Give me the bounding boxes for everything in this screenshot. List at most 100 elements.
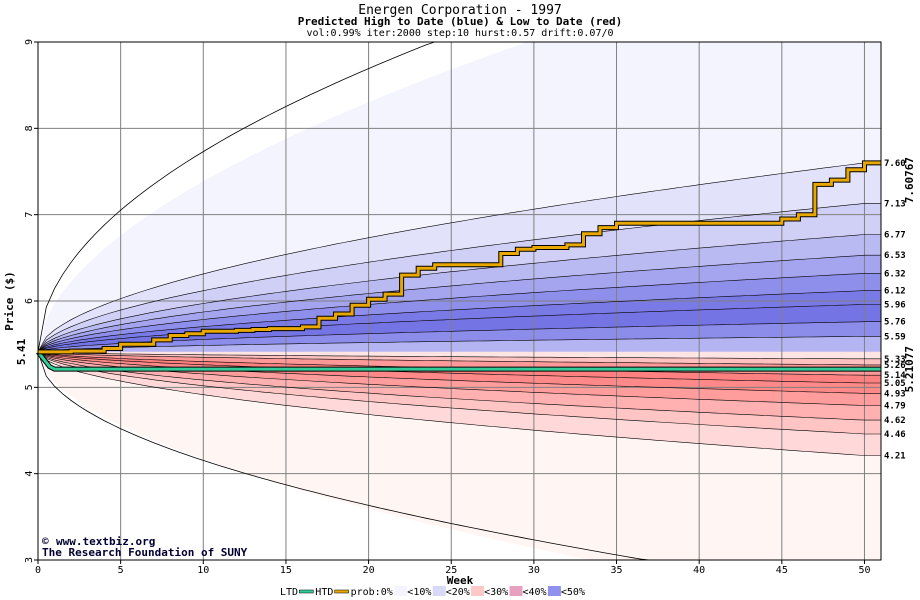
high-band [38, 203, 881, 352]
legend-prob-swatch [509, 586, 523, 596]
legend-prob-swatch [547, 586, 561, 596]
low-quantile-line [37, 351, 881, 360]
x-tick-label: 25 [445, 565, 457, 576]
x-tick-label: 0 [35, 565, 41, 576]
copyright-icon: © [42, 535, 49, 548]
low-quantile-line [37, 351, 881, 406]
quantile-value-label: 6.77 [884, 231, 906, 241]
y-tick-label: 8 [24, 125, 35, 131]
quantile-value-label: 6.32 [884, 269, 906, 279]
legend-prob-swatch [394, 586, 408, 596]
x-tick-label: 45 [776, 565, 788, 576]
legend-prob-item: <20% [446, 587, 470, 598]
high-quantile-line [37, 336, 881, 353]
x-tick-label: 30 [528, 565, 540, 576]
low-band [38, 351, 881, 359]
legend-prob-item: <50% [561, 587, 585, 598]
high-band [38, 255, 881, 352]
quantile-value-label: 6.53 [884, 251, 906, 261]
low-band [38, 351, 881, 365]
y-tick-label: 6 [24, 298, 35, 304]
credit-org: The Research Foundation of SUNY [42, 546, 248, 559]
quantile-value-label: 4.46 [884, 430, 906, 440]
low-band [38, 351, 881, 456]
high-quantile-line [37, 162, 881, 353]
legend-prob-swatch [432, 586, 446, 596]
high-quantile-line [37, 203, 881, 353]
quantile-value-label: 5.33 [884, 355, 906, 365]
high-quantile-line [37, 273, 881, 353]
chart-title: Energen Corporation - 1997 [358, 3, 562, 18]
x-axis-ticks: 0 5 10 15 20 25 30 35 40 45 50 [35, 560, 870, 576]
y-tick-label: 9 [24, 39, 35, 45]
quantile-value-label: 5.14 [884, 371, 906, 381]
high-quantile-line [37, 234, 881, 353]
legend-htd-swatch [334, 589, 349, 594]
quantile-value-label: 4.62 [884, 416, 906, 426]
high-band [38, 304, 881, 352]
high-band [38, 42, 881, 352]
quantile-value-label: 5.26 [884, 361, 906, 371]
start-price-label: 5.41 [15, 338, 28, 365]
x-tick-label: 50 [858, 565, 870, 576]
x-tick-label: 20 [363, 565, 375, 576]
end-high-label: 7.60767 [903, 157, 916, 203]
legend-prob-item: <40% [523, 587, 547, 598]
quantile-value-label: 7.13 [884, 199, 906, 209]
low-quantile-line [37, 351, 881, 384]
price-paths [36, 160, 881, 372]
y-tick-label: 3 [24, 557, 35, 563]
legend-prob-swatch [471, 586, 485, 596]
legend-prob-label: prob:0% [351, 587, 393, 598]
quantile-value-label: 5.05 [884, 379, 906, 389]
y-tick-label: 7 [24, 212, 35, 218]
high-band [38, 336, 881, 352]
x-axis-label: Week [447, 574, 474, 587]
legend-prob-item: <10% [407, 587, 431, 598]
x-tick-label: 5 [118, 565, 124, 576]
quantile-value-label: 5.96 [884, 300, 906, 310]
high-band [38, 234, 881, 352]
legend: LTD HTD prob:0% <10% <20% <30% <40% <50% [280, 586, 585, 598]
legend-ltd-swatch [299, 589, 314, 594]
high-quantile-line [37, 290, 881, 353]
quantile-value-label: 4.21 [884, 452, 906, 462]
credit-url: www.textbiz.org [56, 535, 155, 548]
probability-bands [38, 42, 881, 560]
y-axis-label: Price ($) [3, 271, 16, 331]
y-axis-ticks: 3 4 5 6 7 8 9 [24, 39, 38, 563]
high-quantile-line [37, 321, 881, 353]
y-tick-label: 5 [24, 384, 35, 390]
htd-line [38, 161, 881, 354]
low-quantile-line [37, 351, 881, 456]
ltd-line [36, 350, 881, 371]
low-quantile-line [37, 351, 881, 435]
low-band [38, 351, 881, 383]
legend-ltd-label: LTD [280, 587, 298, 598]
x-tick-label: 15 [280, 565, 292, 576]
chart-params: vol:0.99% iter:2000 step:10 hurst:0.57 d… [306, 28, 613, 39]
low-quantile-line [37, 351, 881, 366]
high-band [38, 290, 881, 352]
x-tick-label: 10 [197, 565, 209, 576]
quantile-value-label: 4.93 [884, 389, 906, 399]
end-low-label: 5.21077 [903, 346, 916, 392]
chart-subtitle: Predicted High to Date (blue) & Low to D… [298, 15, 623, 28]
high-quantile-line [37, 254, 881, 353]
low-band [38, 351, 881, 434]
x-tick-label: 40 [693, 565, 705, 576]
x-tick-label: 35 [611, 565, 623, 576]
low-band [38, 351, 881, 406]
quantile-value-label: 4.79 [884, 401, 906, 411]
low-quantile-line [37, 351, 881, 421]
quantile-value-labels: 7.60 7.13 6.77 6.53 6.32 6.12 5.96 5.76 5.59 5.33… [884, 159, 906, 462]
low-band [38, 351, 881, 421]
low-band [38, 351, 881, 560]
quantile-value-label: 6.12 [884, 287, 906, 297]
high-band [38, 162, 881, 352]
low-band [38, 351, 881, 394]
quantile-value-label: 5.76 [884, 318, 906, 328]
legend-htd-label: HTD [315, 587, 333, 598]
high-band [38, 273, 881, 352]
